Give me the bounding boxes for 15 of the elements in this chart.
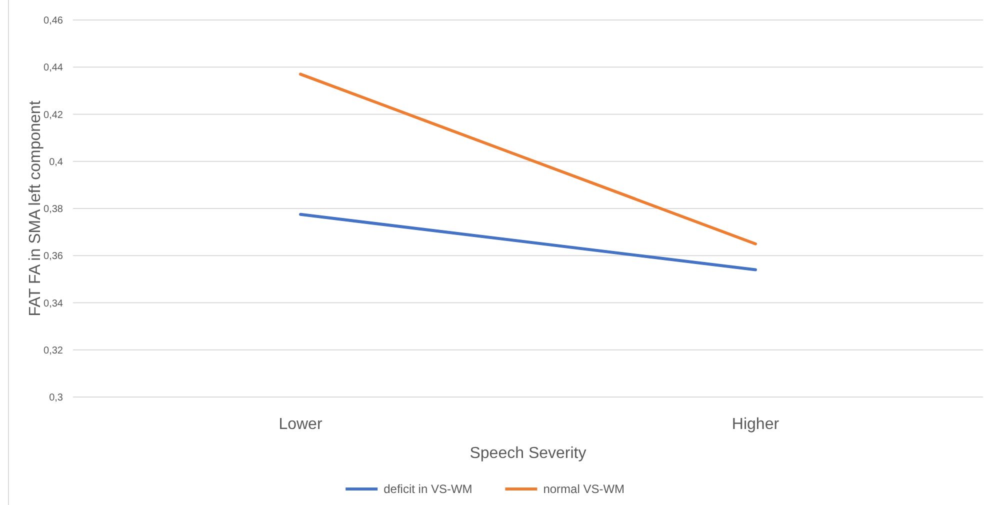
- y-tick-label: 0,46: [44, 16, 64, 26]
- legend-label: normal VS-WM: [543, 482, 625, 496]
- y-tick-label: 0,34: [44, 298, 64, 310]
- y-tick-label: 0,36: [44, 251, 64, 262]
- y-tick-label: 0,42: [44, 110, 64, 121]
- y-tick-label: 0,3: [49, 392, 64, 404]
- y-tick-label: 0,32: [44, 345, 64, 356]
- x-tick-label: Higher: [732, 416, 780, 433]
- y-tick-label: 0,44: [44, 62, 64, 74]
- y-axis-title: FAT FA in SMA left component: [27, 100, 44, 316]
- x-tick-label: Lower: [278, 416, 323, 433]
- y-tick-label: 0,38: [44, 204, 64, 215]
- legend-label: deficit in VS-WM: [384, 482, 472, 496]
- y-tick-label: 0,4: [49, 156, 64, 168]
- x-axis-title: Speech Severity: [470, 445, 586, 462]
